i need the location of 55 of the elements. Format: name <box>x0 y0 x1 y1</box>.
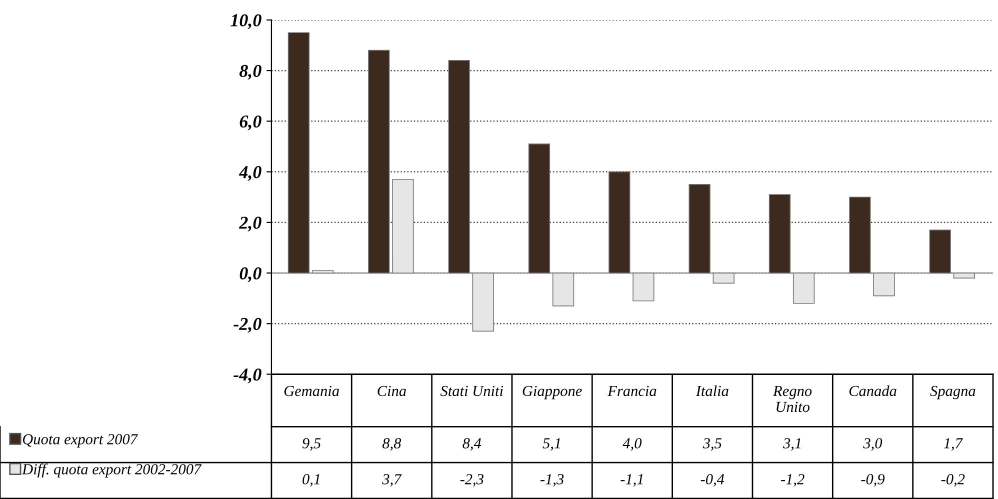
data-label: -0,2 <box>941 474 965 487</box>
data-label: -0,9 <box>861 474 885 487</box>
y-tick-label: 0,0 <box>240 267 262 282</box>
bar <box>528 144 550 274</box>
bar <box>929 230 951 274</box>
x-tick-label: Regno Unito <box>772 386 812 412</box>
bar <box>288 32 310 274</box>
data-label: -1,2 <box>781 474 804 487</box>
x-tick-label: Canada <box>849 385 896 396</box>
bar <box>368 50 390 274</box>
x-tick-label: Cina <box>378 386 406 396</box>
y-tick-label: -2,0 <box>234 318 262 333</box>
bar <box>448 60 470 274</box>
x-tick-label: Stati Uniti <box>440 386 504 396</box>
legend-label: Diff. quota export 2002-2007 <box>22 464 202 478</box>
x-tick-label: Spagna <box>930 386 976 400</box>
data-label: 1,7 <box>944 438 963 451</box>
bar <box>608 171 630 274</box>
bar <box>873 272 895 296</box>
y-tick-label: 2,0 <box>238 216 262 232</box>
bar <box>552 272 574 306</box>
x-tick-label: Francia <box>608 386 656 396</box>
bar <box>312 270 334 274</box>
x-tick-label: Italia <box>696 385 728 396</box>
data-label: 3,5 <box>702 438 722 451</box>
bar <box>849 196 871 274</box>
data-label: 3,0 <box>863 438 882 451</box>
data-label: -1,3 <box>540 474 564 487</box>
y-tick-label: 6,0 <box>240 115 262 130</box>
data-label: -0,4 <box>700 474 724 487</box>
bar <box>688 184 710 274</box>
data-label: -2,3 <box>460 474 484 487</box>
y-tick-label: 8,0 <box>239 64 262 80</box>
data-label: 4,0 <box>622 438 642 451</box>
data-label: 0,1 <box>302 474 320 487</box>
bar <box>792 272 815 304</box>
y-tick-label: -4,0 <box>234 368 262 384</box>
bar <box>392 178 414 274</box>
data-label: 8,4 <box>462 438 482 451</box>
x-tick-label: Gemania <box>284 386 339 396</box>
bar <box>472 272 494 332</box>
bar <box>953 272 975 279</box>
data-label: 3,1 <box>783 438 800 451</box>
data-label: -1,1 <box>620 474 643 487</box>
data-label: 3,7 <box>382 474 402 487</box>
data-label: 9,5 <box>302 438 321 451</box>
bar <box>632 272 654 302</box>
bar <box>768 194 791 274</box>
x-tick-label: Giappone <box>522 386 582 400</box>
data-label: 8,8 <box>382 438 402 451</box>
data-label: 5,1 <box>542 438 560 451</box>
y-tick-label: 10,0 <box>230 14 262 30</box>
legend-label: Quota export 2007 <box>22 434 138 448</box>
bar <box>712 272 734 284</box>
y-tick-label: 4,0 <box>238 166 262 181</box>
